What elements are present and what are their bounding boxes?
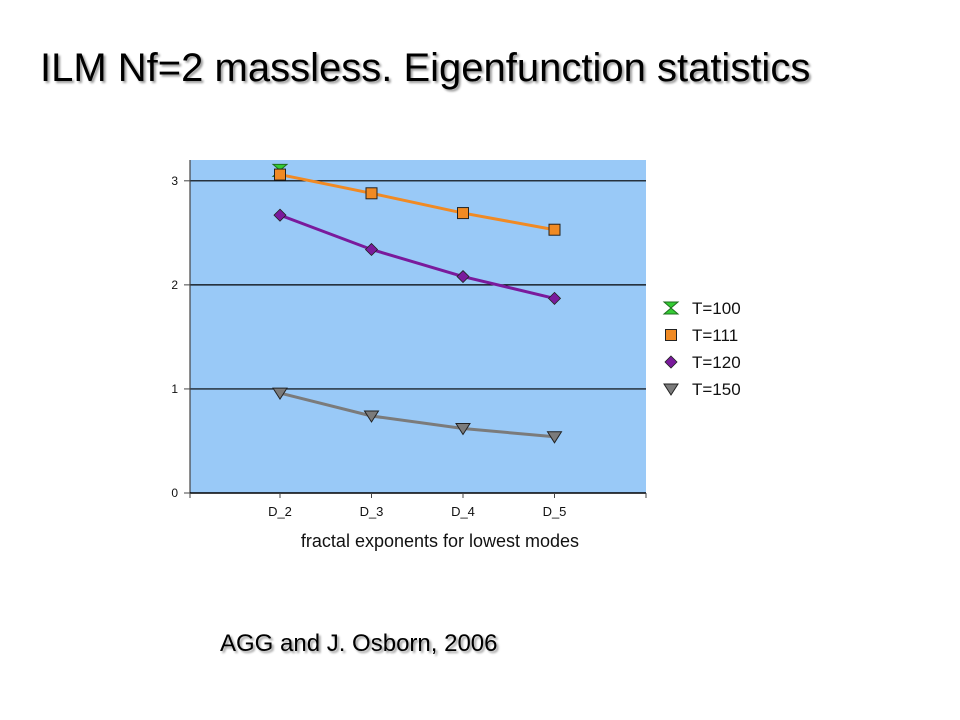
data-point: [365, 187, 378, 200]
series-t-111: [274, 168, 561, 236]
legend: T=100 T=111 T=120 T=150: [662, 299, 741, 399]
y-tick-label: 0: [171, 486, 178, 500]
data-point: [363, 410, 380, 423]
legend-marker: [664, 355, 678, 369]
y-tick-label: 1: [171, 382, 178, 396]
data-point: [272, 387, 288, 401]
y-tick-label: 3: [171, 174, 178, 188]
legend-item: T=111: [665, 326, 738, 345]
x-tick-labels: D_2 D_3 D_4 D_5: [189, 493, 647, 519]
data-point: [364, 242, 379, 257]
slide-title: ILM Nf=2 massless. Eigenfunction statist…: [40, 46, 811, 90]
series-line: [279, 213, 555, 300]
gridlines: [184, 180, 646, 494]
legend-marker: [662, 301, 680, 315]
legend-label: T=111: [692, 326, 738, 345]
x-tick-label: D_3: [360, 504, 384, 519]
data-point: [274, 168, 286, 181]
plot-area: [190, 160, 646, 493]
axes: [189, 160, 646, 494]
y-tick-labels: 0 1 2 3: [171, 174, 178, 500]
legend-label: T=150: [692, 380, 741, 399]
legend-label: T=100: [692, 299, 741, 318]
legend-item: T=150: [663, 380, 741, 399]
legend-item: T=100: [662, 299, 741, 318]
x-tick-label: D_4: [451, 504, 475, 519]
legend-label: T=120: [692, 353, 741, 372]
data-point: [547, 291, 562, 305]
series-group: [271, 163, 563, 444]
data-point: [548, 223, 561, 236]
data-point: [546, 431, 563, 444]
series-line: [279, 391, 555, 439]
data-point: [455, 422, 471, 436]
series-t-120: [273, 208, 562, 305]
legend-marker: [663, 383, 679, 396]
legend-item: T=120: [664, 353, 741, 372]
data-point: [457, 207, 469, 220]
legend-marker: [665, 329, 677, 341]
series-t-150: [272, 387, 563, 444]
x-axis-label: fractal exponents for lowest modes: [301, 531, 579, 551]
caption: AGG and J. Osborn, 2006: [220, 630, 498, 657]
x-tick-label: D_5: [543, 504, 567, 519]
data-point: [273, 208, 287, 222]
series-line: [279, 173, 555, 232]
x-tick-label: D_2: [268, 504, 292, 519]
data-point: [456, 269, 470, 284]
y-tick-label: 2: [171, 278, 178, 292]
